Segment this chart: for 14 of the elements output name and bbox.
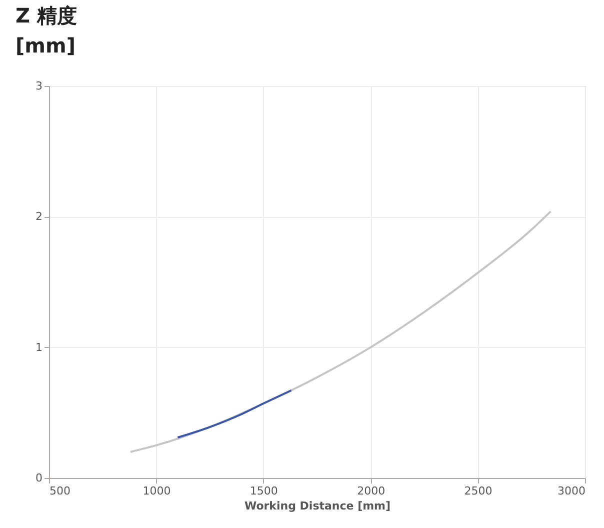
x-tick-label: 1500 xyxy=(250,484,278,498)
y-axis-title: Z 精度 [mm] xyxy=(16,4,77,58)
x-tick-label: 500 xyxy=(50,484,70,498)
y-tick-label: 3 xyxy=(36,80,42,92)
y-tick-label: 2 xyxy=(36,210,42,224)
x-tick-label: 3000 xyxy=(558,484,586,498)
x-tick-label: 2000 xyxy=(357,484,386,498)
y-tick-label: 0 xyxy=(36,472,42,484)
x-tick-label: 1000 xyxy=(142,484,171,498)
x-axis-title: Working Distance [mm] xyxy=(244,500,391,512)
line-series xyxy=(129,210,552,453)
x-tick-label: 2500 xyxy=(464,484,492,498)
line-series xyxy=(176,389,292,438)
y-tick-label: 1 xyxy=(36,340,42,354)
